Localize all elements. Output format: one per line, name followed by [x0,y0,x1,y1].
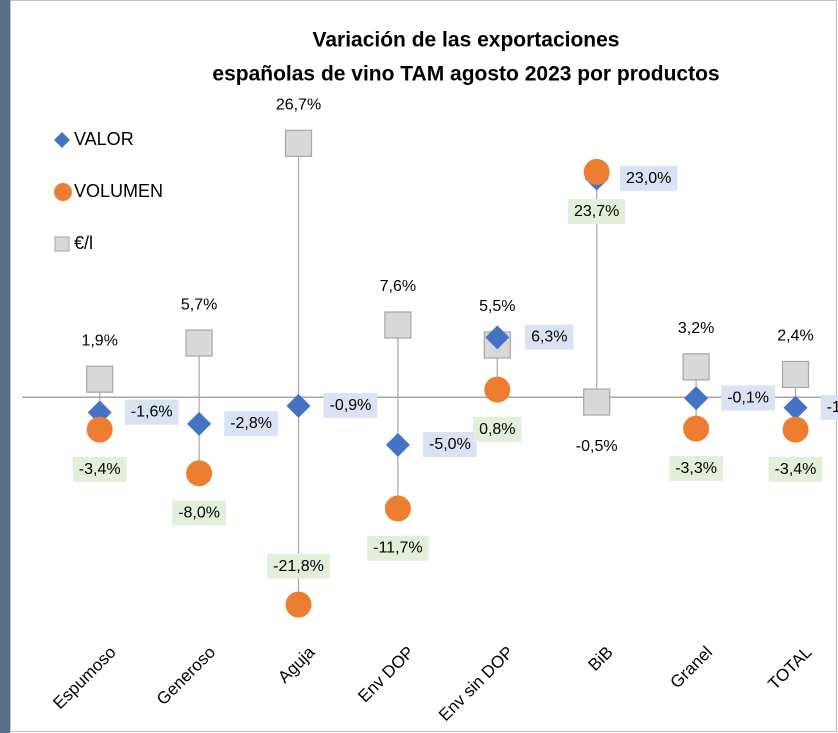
left-strip [0,0,10,733]
data-label: -0,1% [727,389,769,406]
square-marker [286,130,312,156]
data-label: -1,1% [827,399,838,416]
data-label: -21,8% [273,558,324,575]
data-label: 0,8% [479,421,515,438]
square-marker [186,330,212,356]
data-label: 23,7% [574,203,619,220]
circle-marker [683,416,709,442]
circle-marker [783,417,809,443]
circle-marker [484,377,510,403]
data-label: -3,3% [675,460,717,477]
circle-marker [584,159,610,185]
data-label: -0,5% [576,438,618,455]
circle-marker [385,496,411,522]
chart: Variación de las exportaciones españolas… [0,0,838,733]
data-label: 3,2% [678,320,714,337]
legend-label: €/l [74,233,93,253]
data-label: 26,7% [276,97,321,114]
circle-marker [286,592,312,618]
legend-marker [54,183,72,201]
circle-marker [87,417,113,443]
legend-label: VOLUMEN [74,181,163,201]
data-label: -11,7% [373,540,423,557]
data-label: 7,6% [380,278,416,295]
data-label: -0,9% [330,397,372,414]
data-label: -8,0% [178,505,220,522]
data-label: -5,0% [429,436,471,453]
data-label: -3,4% [775,461,817,478]
data-label: 6,3% [531,329,567,346]
square-marker [87,366,113,392]
background [0,0,838,733]
square-marker [584,389,610,415]
chart-title: españolas de vino TAM agosto 2023 por pr… [212,63,719,86]
data-label: 5,5% [479,298,515,315]
data-label: -2,8% [230,415,272,432]
data-label: 1,9% [81,332,117,349]
chart-title: Variación de las exportaciones [313,29,620,52]
legend-marker [55,237,69,251]
square-marker [683,354,709,380]
data-label: 2,4% [777,328,813,345]
legend-label: VALOR [74,129,134,149]
square-marker [783,361,809,387]
circle-marker [186,460,212,486]
data-label: 23,0% [626,170,671,187]
square-marker [385,312,411,338]
data-label: -3,4% [79,461,121,478]
data-label: 5,7% [181,296,217,313]
data-label: -1,6% [131,404,173,421]
